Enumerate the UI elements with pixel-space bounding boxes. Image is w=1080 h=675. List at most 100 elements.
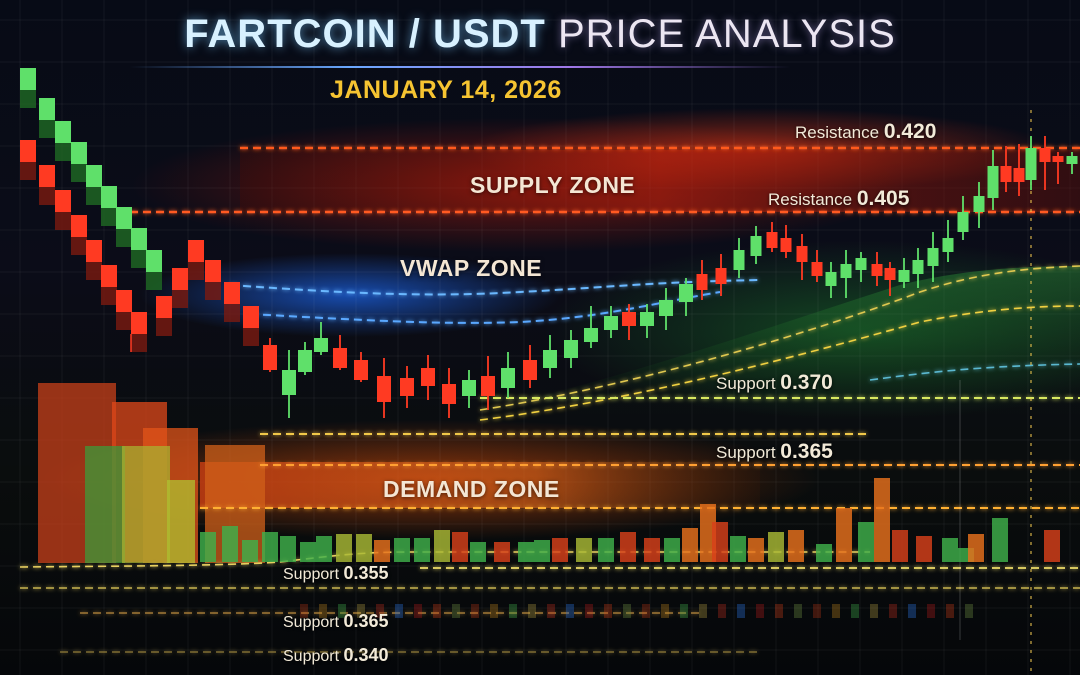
level-value: 0.340 xyxy=(343,645,389,665)
volume-bar xyxy=(242,540,258,562)
title-suffix: PRICE ANALYSIS xyxy=(557,12,896,56)
volume-bar xyxy=(788,530,804,562)
level-value: 0.355 xyxy=(343,563,389,583)
supply-zone-band xyxy=(240,150,1080,212)
bear-candle xyxy=(796,234,808,280)
bull-candle xyxy=(927,232,939,282)
volume-bar xyxy=(356,534,372,562)
level-value: 0.370 xyxy=(780,371,833,394)
volume-bar xyxy=(470,542,486,562)
volume-bar xyxy=(452,532,468,562)
resistance-0420-label: Resistance 0.420 xyxy=(795,120,936,144)
vwap-upper-line xyxy=(229,279,761,296)
bull-candle xyxy=(679,278,693,316)
level-value: 0.365 xyxy=(780,440,833,463)
bear-candle xyxy=(400,366,414,408)
chart-date: JANUARY 14, 2026 xyxy=(330,76,562,104)
bull-block xyxy=(39,98,55,120)
support-0355-curve xyxy=(19,551,870,568)
green-trend-fill xyxy=(480,266,1080,420)
bull-candle xyxy=(855,252,867,282)
bull-candle xyxy=(604,306,618,338)
bear-candle xyxy=(333,335,347,370)
bull-block xyxy=(116,207,132,229)
bull-candle xyxy=(733,238,745,278)
bear-block xyxy=(101,265,117,287)
bull-candle xyxy=(957,196,969,240)
volume-bar xyxy=(836,508,852,562)
volume-bar xyxy=(262,532,278,562)
resistance-0405-label: Resistance 0.405 xyxy=(768,187,909,211)
demand-zone-band xyxy=(200,462,760,508)
volume-bar xyxy=(552,538,568,562)
bull-candle xyxy=(659,288,673,330)
volume-bar xyxy=(664,538,680,562)
level-value: 0.420 xyxy=(883,120,937,143)
level-type: Resistance xyxy=(768,190,853,209)
cyan-dashed-line xyxy=(869,363,1080,381)
bull-candle xyxy=(912,248,924,288)
volume-block xyxy=(85,446,125,563)
title-underline xyxy=(130,66,790,68)
bull-block xyxy=(20,68,36,90)
bull-candle xyxy=(840,250,852,298)
volume-bar xyxy=(968,534,984,562)
bear-candle xyxy=(263,338,277,372)
bear-block xyxy=(131,312,147,334)
title-pair: FARTCOIN / USDT xyxy=(184,12,546,56)
bear-block xyxy=(71,215,87,237)
bull-block xyxy=(101,186,117,208)
bear-block xyxy=(205,260,221,282)
bear-candle xyxy=(377,358,391,418)
chart-title: FARTCOIN / USDT PRICE ANALYSIS xyxy=(0,12,1080,57)
bear-candle xyxy=(884,262,896,296)
bull-block xyxy=(55,121,71,143)
volume-block xyxy=(167,480,195,563)
bull-candle xyxy=(501,352,515,398)
level-type: Support xyxy=(716,443,776,462)
level-type: Support xyxy=(283,566,340,583)
bear-block xyxy=(86,240,102,262)
volume-bar xyxy=(644,538,660,562)
level-type: Support xyxy=(283,648,340,665)
level-value: 0.405 xyxy=(856,187,910,210)
bear-candle xyxy=(622,304,636,340)
vwap-zone-label: VWAP ZONE xyxy=(400,255,543,281)
volume-bars xyxy=(200,478,1060,562)
bear-candle xyxy=(354,352,368,382)
staircase-candles xyxy=(20,68,259,352)
volume-bar xyxy=(730,536,746,562)
volume-bar xyxy=(374,540,390,562)
bear-candle xyxy=(811,250,823,282)
volume-bar xyxy=(942,538,958,562)
bull-block xyxy=(71,142,87,164)
level-type: Resistance xyxy=(795,123,880,142)
bear-block xyxy=(39,165,55,187)
volume-bar xyxy=(712,522,728,562)
volume-bar xyxy=(892,530,908,562)
volume-bar xyxy=(682,528,698,562)
volume-bar xyxy=(300,542,316,562)
bear-candle xyxy=(442,368,456,418)
supply-zone-label: SUPPLY ZONE xyxy=(470,172,636,198)
bull-candle xyxy=(584,306,598,348)
bear-candle xyxy=(715,254,727,296)
bull-block xyxy=(146,250,162,272)
bear-candle xyxy=(523,345,537,388)
bull-candle xyxy=(543,335,557,378)
teal-trend-line xyxy=(479,265,1080,411)
bear-block xyxy=(156,296,172,318)
volume-bar xyxy=(280,536,296,562)
volume-bar xyxy=(768,532,784,562)
volume-bar xyxy=(916,536,932,562)
bull-candle xyxy=(973,182,985,228)
support-0365-label: Support 0.365 xyxy=(716,440,833,464)
bull-candle xyxy=(314,322,328,355)
bear-block xyxy=(116,290,132,312)
volume-bar xyxy=(494,542,510,562)
bear-candle xyxy=(1000,146,1012,192)
bear-candle xyxy=(696,260,708,300)
bull-candle xyxy=(1066,152,1078,174)
bear-candle xyxy=(1039,136,1051,190)
